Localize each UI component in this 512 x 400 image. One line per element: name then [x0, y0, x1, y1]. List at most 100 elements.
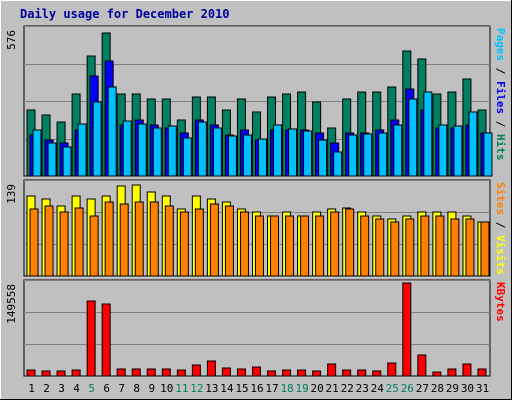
bar-pages-21 [333, 151, 343, 177]
panel-legend-label: Pages / Files / Hits [494, 28, 507, 161]
bar-pages-15 [242, 134, 252, 177]
bar-sites-11 [179, 211, 189, 277]
series-kbytes [26, 282, 487, 377]
bar-sites-8 [134, 201, 144, 277]
bar-pages-18 [288, 128, 298, 177]
series-pages [32, 86, 493, 177]
x-tick-label: 17 [265, 382, 278, 395]
bar-sites-15 [239, 211, 249, 277]
bar-sites-22 [345, 208, 355, 277]
bar-kbytes-6 [101, 303, 111, 377]
x-tick-label: 13 [205, 382, 218, 395]
panel-max-label: 139 [5, 184, 18, 204]
legend-entry: / [494, 61, 507, 81]
legend-entry: Sites [494, 182, 507, 215]
bar-pages-16 [257, 138, 267, 177]
bar-kbytes-17 [267, 370, 277, 377]
bar-pages-13 [212, 127, 222, 177]
bar-pages-29 [453, 125, 463, 177]
x-tick-label: 6 [103, 382, 110, 395]
bar-sites-18 [285, 215, 295, 277]
x-tick-label: 5 [88, 382, 95, 395]
bar-kbytes-9 [146, 368, 156, 377]
bar-kbytes-24 [372, 370, 382, 377]
chart-title: Daily usage for December 2010 [20, 7, 230, 21]
bar-pages-7 [122, 120, 132, 177]
bar-sites-24 [375, 218, 385, 277]
x-tick-label: 28 [431, 382, 444, 395]
bar-sites-30 [465, 218, 475, 277]
x-tick-label: 11 [175, 382, 188, 395]
bar-kbytes-29 [447, 368, 457, 377]
x-tick-label: 29 [446, 382, 459, 395]
bar-sites-14 [224, 205, 234, 277]
bar-sites-28 [435, 215, 445, 277]
bar-sites-21 [330, 211, 340, 277]
bar-kbytes-4 [71, 369, 81, 377]
x-tick-label: 27 [416, 382, 429, 395]
legend-entry: Files [494, 81, 507, 114]
bar-pages-6 [107, 86, 117, 177]
bar-sites-3 [59, 211, 69, 277]
bar-pages-5 [92, 101, 102, 177]
bar-sites-25 [390, 221, 400, 277]
bar-sites-27 [420, 215, 430, 277]
x-tick-label: 12 [190, 382, 203, 395]
legend-entry: Pages [494, 28, 507, 61]
bar-kbytes-2 [41, 370, 51, 377]
bar-pages-4 [77, 123, 87, 177]
bar-sites-10 [164, 205, 174, 277]
x-tick-label: 15 [235, 382, 248, 395]
x-tick-label: 31 [476, 382, 489, 395]
bar-sites-1 [29, 208, 39, 277]
x-tick-label: 21 [326, 382, 339, 395]
x-tick-label: 9 [148, 382, 155, 395]
bar-pages-19 [303, 130, 313, 177]
bar-pages-25 [393, 124, 403, 177]
bar-pages-23 [363, 133, 373, 177]
x-tick-label: 14 [220, 382, 234, 395]
bar-pages-14 [227, 135, 237, 177]
x-tick-label: 19 [295, 382, 308, 395]
bar-pages-1 [32, 129, 42, 177]
legend-entry: / [494, 114, 507, 134]
bar-sites-19 [300, 215, 310, 277]
panel-3: 149558 KBytes [5, 279, 507, 377]
bar-sites-31 [480, 221, 490, 277]
bar-kbytes-23 [357, 369, 367, 377]
bar-sites-23 [360, 215, 370, 277]
bar-sites-7 [119, 203, 129, 277]
bar-pages-2 [47, 142, 57, 177]
bar-kbytes-25 [387, 362, 397, 377]
bar-kbytes-18 [282, 369, 292, 377]
bar-pages-31 [483, 132, 493, 177]
legend-entry: / [494, 215, 507, 235]
bar-pages-12 [197, 121, 207, 177]
x-tick-label: 26 [401, 382, 414, 395]
bar-kbytes-22 [342, 369, 352, 377]
bar-pages-20 [318, 139, 328, 177]
x-tick-label: 24 [371, 382, 385, 395]
bar-kbytes-26 [402, 282, 412, 377]
bar-kbytes-14 [221, 367, 231, 377]
bar-pages-22 [348, 134, 358, 177]
panel-legend-label: KBytes [494, 282, 507, 322]
bar-sites-9 [149, 201, 159, 277]
legend-entry: Hits [494, 134, 507, 161]
bar-pages-24 [378, 132, 388, 177]
bar-sites-26 [405, 218, 415, 277]
bar-sites-6 [104, 201, 114, 277]
x-tick-label: 23 [356, 382, 369, 395]
x-tick-label: 30 [461, 382, 474, 395]
bar-sites-2 [44, 205, 54, 277]
x-tick-label: 1 [28, 382, 35, 395]
bar-sites-13 [209, 203, 219, 277]
series-sites [29, 201, 490, 277]
bar-sites-4 [74, 207, 84, 277]
panel-legend-label: Sites / Visits [494, 182, 507, 275]
legend-entry: KBytes [494, 282, 507, 322]
bar-pages-26 [408, 98, 418, 177]
panel-max-label: 576 [5, 30, 18, 50]
panel-2: 139 Sites / Visits [5, 179, 507, 277]
